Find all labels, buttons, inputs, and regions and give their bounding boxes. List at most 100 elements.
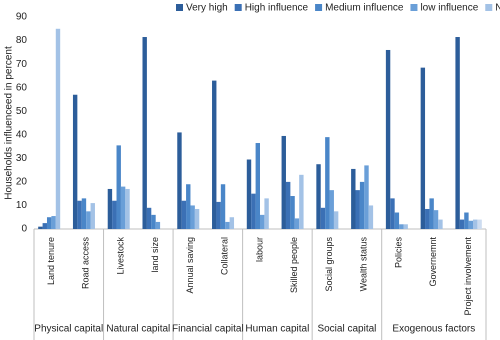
bar <box>38 226 43 229</box>
x-tick-label: Collateral <box>220 237 230 275</box>
bar <box>429 198 434 229</box>
bar <box>329 190 334 229</box>
bar <box>477 219 482 229</box>
bar <box>146 207 152 229</box>
x-tick-label: Annual saving <box>185 237 195 294</box>
bar <box>290 196 295 229</box>
bar <box>390 198 395 229</box>
y-tick-label: 0 <box>21 224 27 235</box>
group-label: Exogenous factors <box>392 324 475 335</box>
legend-label: low influence <box>420 3 478 14</box>
bar <box>125 188 130 229</box>
bar <box>468 220 474 229</box>
bar <box>438 219 443 229</box>
bar <box>51 216 56 229</box>
bar <box>299 174 304 229</box>
group-label: Natural capital <box>106 324 170 335</box>
bar <box>385 49 391 229</box>
bar <box>459 219 465 229</box>
bar <box>229 217 235 229</box>
bar <box>294 218 300 229</box>
bar <box>90 203 95 229</box>
bar <box>403 224 408 229</box>
legend-swatch <box>176 4 183 11</box>
x-tick-label: land size <box>150 237 160 273</box>
legend-label: No influence <box>495 3 500 14</box>
bar <box>368 205 374 229</box>
y-tick-label: 30 <box>16 153 28 164</box>
bar <box>190 205 195 229</box>
bar <box>320 207 326 229</box>
bar <box>281 135 286 229</box>
bar <box>86 211 91 229</box>
bar <box>433 210 439 229</box>
legend-label: High influence <box>245 3 309 14</box>
bar <box>77 200 82 229</box>
bar <box>359 181 365 229</box>
legend-swatch <box>234 4 242 11</box>
group-label: Financial capital <box>172 324 244 335</box>
y-tick-label: 40 <box>16 129 28 140</box>
bar <box>364 165 369 229</box>
legend-swatch <box>485 4 493 11</box>
bar <box>255 143 260 229</box>
bar <box>264 198 269 229</box>
x-tick-label: Skilled people <box>289 237 299 293</box>
legend-label: Very high <box>186 3 228 14</box>
x-tick-label: Governemnt <box>428 237 438 287</box>
y-tick-label: 50 <box>16 106 28 117</box>
bar <box>420 67 426 230</box>
bar <box>260 214 265 229</box>
x-tick-label: Road access <box>81 237 91 290</box>
y-tick-label: 80 <box>16 35 28 46</box>
bar <box>155 221 161 229</box>
bar <box>355 190 360 229</box>
group-label: Human capital <box>245 324 309 335</box>
bar <box>81 198 87 229</box>
bar <box>72 94 78 229</box>
x-tick-label: Social groups <box>324 237 334 292</box>
bar <box>333 211 339 229</box>
x-tick-label: Policies <box>393 237 403 269</box>
y-tick-label: 70 <box>16 59 28 70</box>
bar <box>251 193 256 229</box>
bar <box>325 137 330 229</box>
bar <box>151 214 156 229</box>
bar <box>46 217 52 229</box>
bar <box>194 208 200 229</box>
legend-label: Medium influence <box>325 3 404 14</box>
y-tick-label: 60 <box>16 82 28 93</box>
x-tick-label: Livestock <box>115 237 125 275</box>
bar <box>455 37 460 230</box>
bar <box>464 212 469 229</box>
bar <box>55 28 61 230</box>
legend-swatch <box>410 4 418 11</box>
bar <box>107 188 113 229</box>
bar <box>181 200 187 229</box>
y-tick-label: 10 <box>16 200 28 211</box>
bar <box>220 184 226 229</box>
bar <box>351 168 356 229</box>
bar <box>116 145 121 229</box>
bar <box>142 37 147 230</box>
bar <box>186 184 191 229</box>
bar <box>42 223 47 229</box>
y-tick-label: 20 <box>16 177 28 188</box>
bar <box>212 80 217 229</box>
y-tick-label: 90 <box>16 12 28 23</box>
x-tick-label: labour <box>254 237 264 262</box>
group-label: Physical capital <box>34 324 103 335</box>
group-label: Social capital <box>317 324 376 335</box>
bar <box>399 224 404 229</box>
bar <box>473 219 478 229</box>
bar <box>394 212 400 229</box>
bar <box>225 221 230 229</box>
x-tick-label: Project involvement <box>463 237 473 316</box>
legend-swatch <box>315 4 323 11</box>
bar <box>316 164 321 229</box>
x-tick-label: Land tenure <box>46 237 56 285</box>
bar <box>112 200 117 229</box>
bar <box>425 208 430 229</box>
bar <box>285 181 291 229</box>
